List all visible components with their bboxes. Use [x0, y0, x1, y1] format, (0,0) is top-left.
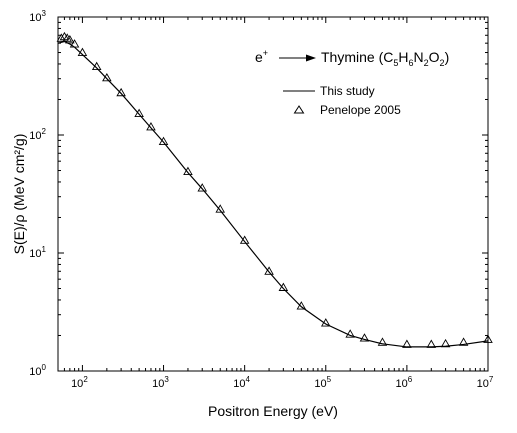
- formula-part-6: 2: [440, 58, 445, 68]
- annotation: e+ Thymine (C5H6N2O2): [255, 48, 449, 68]
- y-tick-label: 103: [29, 9, 46, 24]
- x-tick-label: 106: [396, 375, 413, 390]
- y-tick-label: 102: [29, 127, 46, 142]
- y-tick-label: 101: [29, 245, 46, 260]
- y-axis-label: S(E)/ρ (MeV cm²/g): [11, 134, 27, 255]
- penelope-marker: [320, 318, 331, 327]
- penelope-marker: [56, 33, 67, 42]
- annotation-projectile: e+: [255, 48, 268, 65]
- penelope-marker: [146, 122, 156, 131]
- penelope-marker: [102, 72, 112, 82]
- penelope-marker: [483, 334, 493, 343]
- legend: This study Penelope 2005: [283, 84, 401, 117]
- penelope-marker: [69, 39, 80, 48]
- series-line-this-study: [57, 40, 489, 348]
- penelope-marker: [264, 266, 274, 275]
- penelope-marker: [278, 282, 289, 291]
- axis-ticks: [57, 16, 489, 372]
- x-tick-label: 102: [71, 375, 88, 390]
- legend-label-penelope: Penelope 2005: [320, 103, 401, 117]
- x-tick-label: 104: [233, 375, 250, 390]
- penelope-marker: [440, 338, 451, 348]
- annotation-arrowhead: [306, 54, 316, 62]
- annotation-target: Thymine (C5H6N2O2): [321, 49, 449, 68]
- plot-area: [56, 31, 493, 348]
- penelope-marker: [296, 301, 307, 310]
- formula-part-3: N: [414, 49, 424, 65]
- penelope-marker: [134, 108, 144, 117]
- plot-frame: [57, 16, 489, 372]
- penelope-marker: [377, 337, 388, 346]
- formula-part-0: 5: [393, 58, 398, 68]
- formula-part-4: 2: [424, 58, 429, 68]
- penelope-marker: [158, 136, 169, 146]
- penelope-marker: [239, 235, 250, 244]
- penelope-marker: [345, 329, 355, 338]
- tick-labels: 102 103 104 105 106 107 100 101 102 103: [29, 9, 494, 390]
- penelope-marker: [91, 61, 102, 71]
- penelope-marker: [65, 34, 75, 44]
- penelope-marker: [183, 166, 193, 176]
- formula-part-2: 6: [409, 58, 414, 68]
- legend-triangle-marker: [293, 105, 305, 114]
- y-tick-label: 100: [29, 363, 46, 378]
- penelope-marker: [116, 87, 126, 97]
- penelope-marker: [197, 183, 208, 192]
- legend-label-this-study: This study: [320, 84, 375, 98]
- formula-part-5: O: [429, 49, 440, 65]
- penelope-marker: [402, 339, 412, 348]
- x-tick-label: 107: [477, 375, 494, 390]
- x-tick-label: 105: [314, 375, 331, 390]
- x-tick-label: 103: [152, 375, 169, 390]
- penelope-marker: [458, 337, 469, 346]
- x-axis-label: Positron Energy (eV): [208, 403, 338, 419]
- penelope-marker: [426, 339, 437, 348]
- penelope-marker: [77, 47, 88, 56]
- penelope-marker: [215, 204, 226, 213]
- formula-part-7: ): [445, 49, 450, 65]
- penelope-marker: [359, 333, 370, 342]
- formula-part-1: H: [398, 49, 408, 65]
